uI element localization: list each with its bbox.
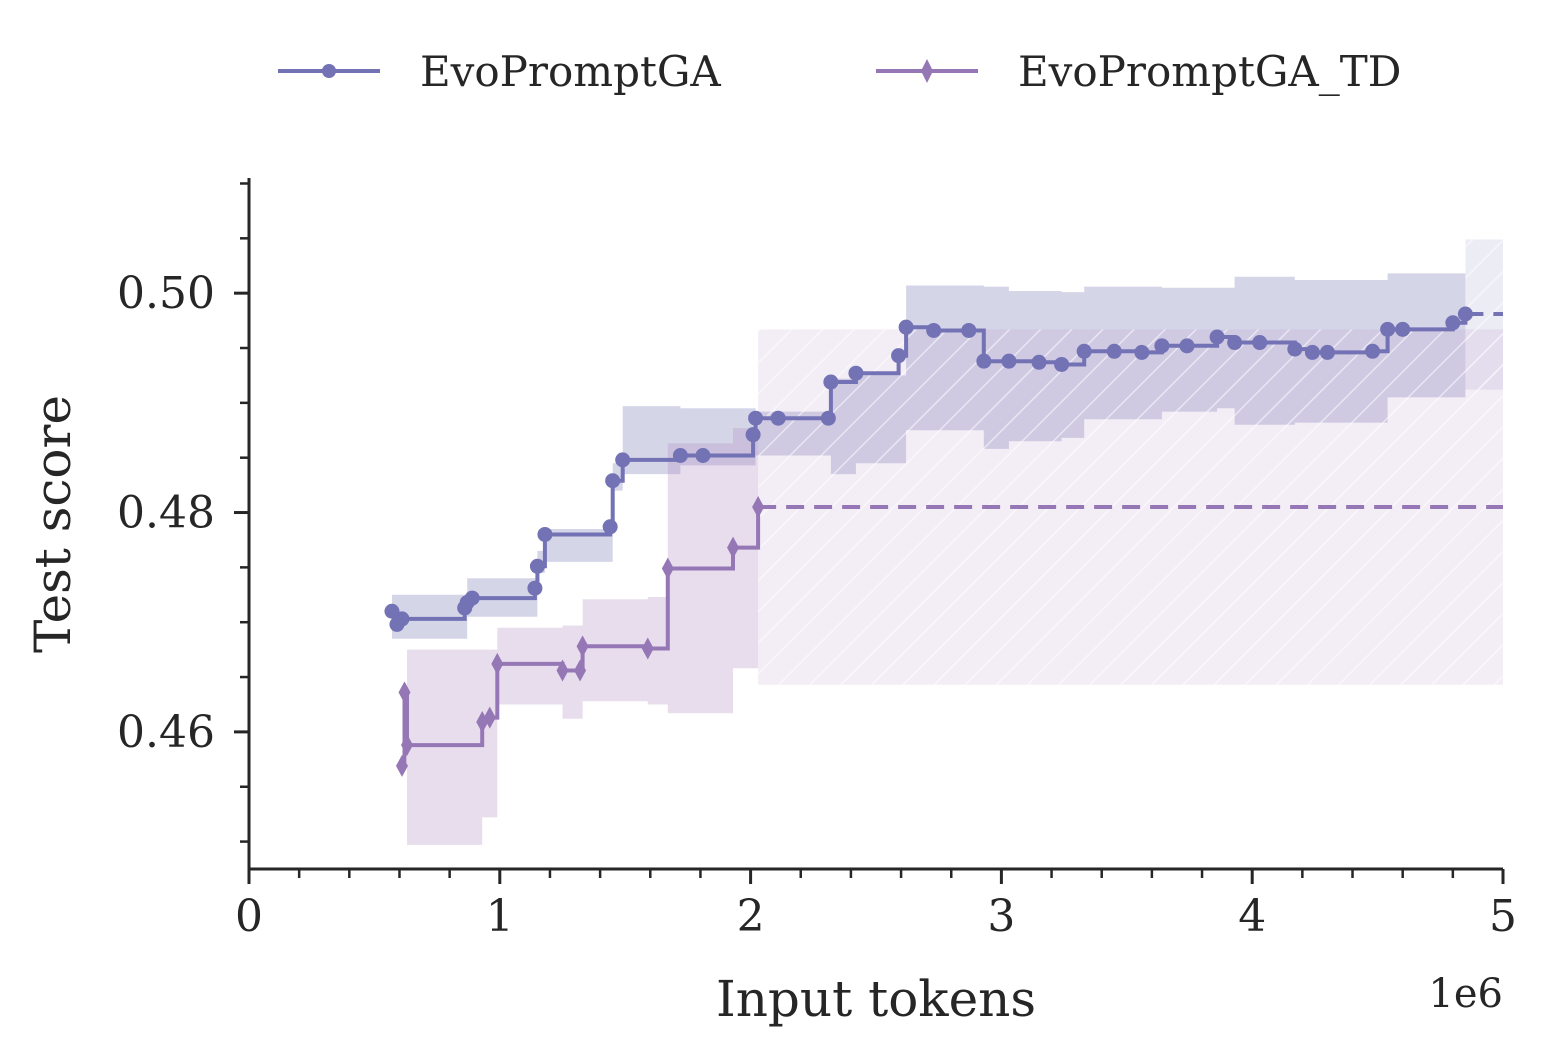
data-point-evopromptga [1076, 343, 1092, 359]
data-point-evopromptga [848, 365, 864, 381]
data-point-evopromptga [529, 558, 545, 574]
legend-label-evopromptga: EvoPromptGA [420, 47, 721, 96]
legend-entry-evopromptga: EvoPromptGA [278, 47, 721, 96]
data-point-evopromptga-td [491, 652, 504, 675]
data-point-evopromptga [1031, 354, 1047, 370]
data-point-evopromptga [394, 611, 410, 627]
data-point-evopromptga [891, 348, 907, 364]
data-point-evopromptga [1395, 321, 1411, 337]
y-tick-label: 0.48 [117, 488, 215, 539]
data-point-evopromptga [770, 410, 786, 426]
data-point-evopromptga-td [401, 734, 414, 757]
legend-entry-evopromptga-td: EvoPromptGA_TD [876, 47, 1401, 96]
data-point-evopromptga [1365, 343, 1381, 359]
data-point-evopromptga [1134, 344, 1150, 360]
data-point-evopromptga [1380, 321, 1396, 337]
data-point-evopromptga [1319, 344, 1335, 360]
data-point-evopromptga [1445, 315, 1461, 331]
legend-marker-evopromptga-td [921, 59, 933, 83]
data-point-evopromptga [464, 590, 480, 606]
data-point-evopromptga [1252, 335, 1268, 351]
data-point-evopromptga [1287, 341, 1303, 357]
data-point-evopromptga [926, 322, 942, 338]
data-point-evopromptga-td [641, 637, 654, 660]
data-point-evopromptga [602, 519, 618, 535]
data-point-evopromptga-td [398, 681, 411, 704]
x-axis-offset-label: 1e6 [1428, 971, 1503, 1017]
data-point-evopromptga [1457, 306, 1473, 322]
x-axis-title: Input tokens [716, 970, 1036, 1028]
data-point-evopromptga [672, 447, 688, 463]
data-point-evopromptga [615, 452, 631, 468]
data-point-evopromptga-td [483, 706, 496, 729]
data-point-evopromptga-td [556, 659, 569, 682]
data-point-evopromptga [1179, 338, 1195, 354]
data-point-evopromptga [748, 410, 764, 426]
data-point-evopromptga [898, 319, 914, 335]
data-point-evopromptga [537, 526, 553, 542]
legend-marker-evopromptga [322, 64, 336, 78]
y-tick-label: 0.46 [117, 707, 215, 758]
y-axis-title: Test score [24, 395, 82, 653]
x-tick-label: 2 [737, 891, 765, 942]
axes: 0 1 2 3 4 5 0.46 0.48 0.50 [117, 178, 1517, 942]
data-point-evopromptga [961, 322, 977, 338]
x-tick-label: 3 [987, 891, 1015, 942]
y-tick-label: 0.50 [117, 268, 215, 319]
data-point-evopromptga [1304, 344, 1320, 360]
data-point-evopromptga [605, 473, 621, 489]
data-point-evopromptga [1154, 338, 1170, 354]
data-point-evopromptga [820, 410, 836, 426]
data-point-evopromptga [1106, 343, 1122, 359]
data-point-evopromptga-td [576, 635, 589, 658]
x-tick-label: 4 [1238, 891, 1266, 942]
data-point-evopromptga [976, 353, 992, 369]
x-tick-label: 1 [486, 891, 514, 942]
data-point-evopromptga [1054, 356, 1070, 372]
legend: EvoPromptGA EvoPromptGA_TD [278, 47, 1401, 96]
data-point-evopromptga [1209, 329, 1225, 345]
data-point-evopromptga [527, 580, 543, 596]
plot-area [384, 239, 1503, 845]
data-point-evopromptga-td [752, 496, 765, 519]
data-point-evopromptga [823, 374, 839, 390]
data-point-evopromptga-td [395, 754, 408, 777]
data-point-evopromptga [695, 447, 711, 463]
data-point-evopromptga-td [661, 557, 674, 580]
data-point-evopromptga-td [727, 536, 740, 559]
x-tick-label: 0 [235, 891, 263, 942]
legend-label-evopromptga-td: EvoPromptGA_TD [1018, 47, 1401, 96]
data-point-evopromptga [1227, 335, 1243, 351]
x-tick-label: 5 [1489, 891, 1517, 942]
data-point-evopromptga [745, 427, 761, 443]
data-point-evopromptga [1001, 353, 1017, 369]
data-point-evopromptga-td [574, 659, 587, 682]
